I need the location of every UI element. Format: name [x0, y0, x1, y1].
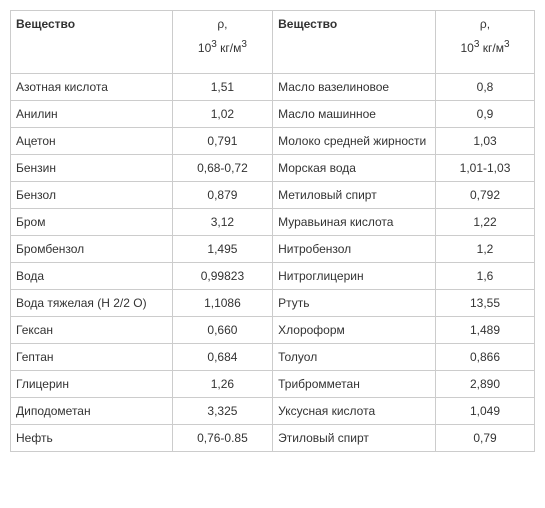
density-cell: 0,684 — [172, 344, 272, 371]
density-cell: 1,26 — [172, 371, 272, 398]
table-row: Вода0,99823Нитроглицерин1,6 — [11, 263, 535, 290]
substance-cell: Гексан — [11, 317, 173, 344]
density-cell: 1,489 — [436, 317, 535, 344]
density-cell: 0,79 — [436, 425, 535, 452]
header-substance-1: Вещество — [11, 11, 173, 74]
density-cell: 0,866 — [436, 344, 535, 371]
table-row: Азотная кислота1,51Масло вазелиновое0,8 — [11, 74, 535, 101]
table-row: Вода тяжелая (Н 2/2 О)1,1086Ртуть13,55 — [11, 290, 535, 317]
table-row: Бром3,12Муравьиная кислота1,22 — [11, 209, 535, 236]
density-cell: 0,879 — [172, 182, 272, 209]
density-cell: 0,76-0.85 — [172, 425, 272, 452]
substance-cell: Морская вода — [273, 155, 436, 182]
table-row: Глицерин1,26Трибромметан2,890 — [11, 371, 535, 398]
density-cell: 1,03 — [436, 128, 535, 155]
substance-cell: Этиловый спирт — [273, 425, 436, 452]
table-row: Анилин1,02Масло машинное0,9 — [11, 101, 535, 128]
substance-cell: Бензин — [11, 155, 173, 182]
substance-cell: Муравьиная кислота — [273, 209, 436, 236]
substance-cell: Бромбензол — [11, 236, 173, 263]
density-cell: 3,12 — [172, 209, 272, 236]
table-row: Бензол0,879Метиловый спирт0,792 — [11, 182, 535, 209]
substance-cell: Нефть — [11, 425, 173, 452]
substance-cell: Трибромметан — [273, 371, 436, 398]
density-symbol: ρ, — [178, 17, 267, 31]
substance-cell: Анилин — [11, 101, 173, 128]
density-cell: 0,8 — [436, 74, 535, 101]
substance-cell: Толуол — [273, 344, 436, 371]
substance-cell: Вода тяжелая (Н 2/2 О) — [11, 290, 173, 317]
density-table: Вещество ρ, 103 кг/м3 Вещество ρ, 103 кг… — [10, 10, 535, 452]
density-cell: 1,495 — [172, 236, 272, 263]
substance-cell: Вода — [11, 263, 173, 290]
density-cell: 0,99823 — [172, 263, 272, 290]
density-cell: 1,1086 — [172, 290, 272, 317]
header-density-2: ρ, 103 кг/м3 — [436, 11, 535, 74]
density-cell: 0,68-0,72 — [172, 155, 272, 182]
substance-cell: Бензол — [11, 182, 173, 209]
substance-cell: Азотная кислота — [11, 74, 173, 101]
density-cell: 1,22 — [436, 209, 535, 236]
header-substance-label: Вещество — [16, 17, 75, 31]
substance-cell: Уксусная кислота — [273, 398, 436, 425]
header-substance-label: Вещество — [278, 17, 337, 31]
density-cell: 13,55 — [436, 290, 535, 317]
table-row: Гептан0,684Толуол0,866 — [11, 344, 535, 371]
table-row: Гексан0,660Хлороформ1,489 — [11, 317, 535, 344]
density-cell: 0,9 — [436, 101, 535, 128]
table-row: Нефть0,76-0.85Этиловый спирт0,79 — [11, 425, 535, 452]
density-cell: 1,01-1,03 — [436, 155, 535, 182]
substance-cell: Хлороформ — [273, 317, 436, 344]
table-row: Диподометан3,325Уксусная кислота1,049 — [11, 398, 535, 425]
header-density-1: ρ, 103 кг/м3 — [172, 11, 272, 74]
density-cell: 1,02 — [172, 101, 272, 128]
substance-cell: Глицерин — [11, 371, 173, 398]
substance-cell: Гептан — [11, 344, 173, 371]
density-unit: 103 кг/м3 — [198, 41, 247, 55]
table-body: Азотная кислота1,51Масло вазелиновое0,8А… — [11, 74, 535, 452]
substance-cell: Молоко средней жирности — [273, 128, 436, 155]
density-cell: 2,890 — [436, 371, 535, 398]
substance-cell: Масло вазелиновое — [273, 74, 436, 101]
substance-cell: Нитробензол — [273, 236, 436, 263]
header-substance-2: Вещество — [273, 11, 436, 74]
substance-cell: Ацетон — [11, 128, 173, 155]
density-cell: 1,049 — [436, 398, 535, 425]
density-cell: 3,325 — [172, 398, 272, 425]
table-row: Бензин0,68-0,72Морская вода1,01-1,03 — [11, 155, 535, 182]
density-cell: 1,51 — [172, 74, 272, 101]
density-cell: 1,2 — [436, 236, 535, 263]
substance-cell: Ртуть — [273, 290, 436, 317]
substance-cell: Нитроглицерин — [273, 263, 436, 290]
density-symbol: ρ, — [441, 17, 529, 31]
density-cell: 0,791 — [172, 128, 272, 155]
table-header-row: Вещество ρ, 103 кг/м3 Вещество ρ, 103 кг… — [11, 11, 535, 74]
density-unit: 103 кг/м3 — [461, 41, 510, 55]
substance-cell: Масло машинное — [273, 101, 436, 128]
substance-cell: Бром — [11, 209, 173, 236]
table-row: Ацетон0,791Молоко средней жирности1,03 — [11, 128, 535, 155]
density-cell: 0,660 — [172, 317, 272, 344]
density-cell: 0,792 — [436, 182, 535, 209]
substance-cell: Метиловый спирт — [273, 182, 436, 209]
table-row: Бромбензол1,495Нитробензол1,2 — [11, 236, 535, 263]
substance-cell: Диподометан — [11, 398, 173, 425]
density-cell: 1,6 — [436, 263, 535, 290]
